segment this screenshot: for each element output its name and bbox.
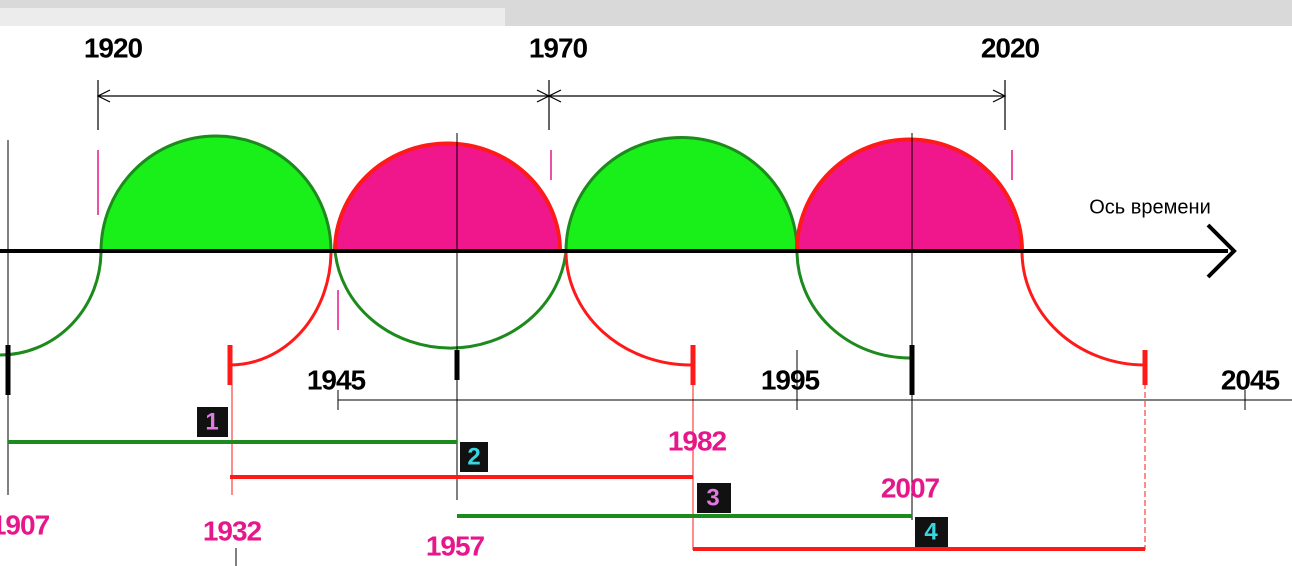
pink-ticks — [97, 150, 1013, 330]
green-arc — [99, 134, 333, 253]
pink-arc — [794, 137, 1025, 253]
marker-box — [460, 442, 488, 472]
marker: 1 — [205, 408, 218, 435]
mid-axis — [337, 390, 1292, 410]
marker: 3 — [706, 484, 719, 511]
marker: 2 — [467, 443, 480, 470]
axis-label: Ось времени — [1089, 196, 1211, 218]
top-label: 2020 — [981, 32, 1040, 63]
year-label: 1932 — [203, 515, 262, 546]
mid-label: 1995 — [761, 364, 820, 395]
mid-label: 1945 — [307, 364, 366, 395]
top-label: 1970 — [529, 32, 588, 63]
thick-ticks — [5, 345, 1148, 395]
lower-arcs — [0, 250, 1146, 367]
marker-box — [197, 407, 228, 437]
mid-label: 2045 — [1221, 364, 1280, 395]
top-label: 1920 — [84, 32, 143, 63]
year-label: 1957 — [426, 530, 485, 561]
marker: 4 — [924, 518, 938, 545]
pink-arc — [332, 141, 563, 253]
marker-box — [697, 483, 731, 513]
period-bars — [8, 440, 1145, 551]
year-label: 1907 — [0, 509, 50, 540]
top-bracket — [96, 80, 1007, 130]
marker-box — [915, 517, 948, 547]
year-label: 1982 — [668, 425, 727, 456]
green-arc — [564, 136, 799, 253]
axis-arrow — [1206, 223, 1237, 279]
top-bar-left — [0, 8, 505, 26]
year-label: 2007 — [881, 472, 940, 503]
